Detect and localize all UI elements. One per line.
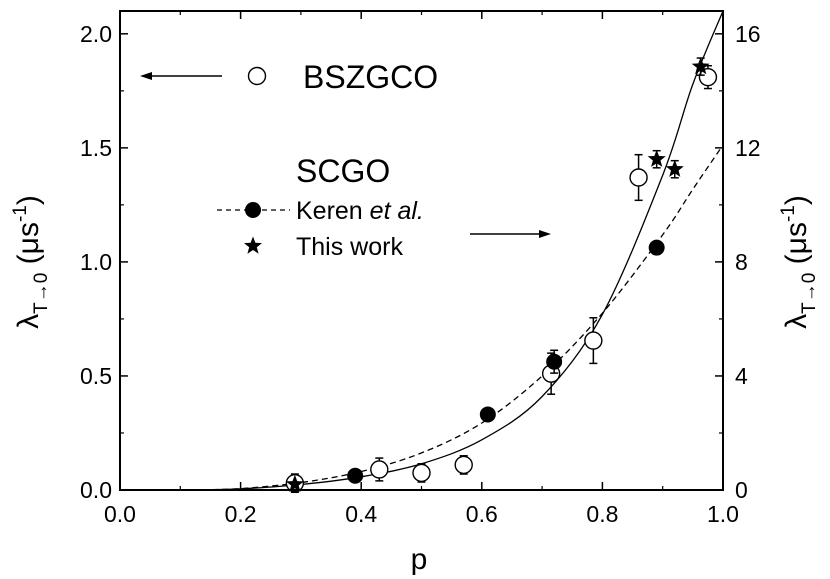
legend-bszgco-label: BSZGCO (303, 59, 438, 95)
legend-keren-label: Keren et al. (296, 197, 424, 225)
legend-scgo-title: SCGO (296, 153, 390, 189)
legend-bszgco-arrow (140, 72, 222, 80)
y-left-tick-label: 1.5 (80, 135, 112, 161)
y-left-tick-label: 0.5 (80, 363, 112, 389)
legend-bszgco-marker (247, 66, 267, 86)
y-right-tick-label: 12 (735, 135, 761, 161)
bszgco-point (698, 67, 718, 87)
y-right-tick-label: 0 (735, 477, 748, 503)
fit-curve-solid (192, 11, 723, 490)
y-right-tick-label: 8 (735, 249, 748, 275)
labels-layer: 0.0 0.2 0.4 0.6 0.8 1.0 0.0 0.5 1.0 1.5 2.0 0 4 8 12 16 (80, 21, 761, 527)
this_work-point (691, 57, 710, 75)
keren-point (546, 353, 563, 370)
points-layer (285, 57, 718, 494)
x-tick-label: 0.6 (466, 501, 498, 527)
y-left-tick-label: 0.0 (80, 477, 112, 503)
legend-scgo-arrow (470, 230, 551, 238)
legend-this-work-label: This work (296, 233, 403, 261)
plot-frame (119, 10, 724, 491)
x-tick-label: 1.0 (707, 501, 739, 527)
y-right-tick-label: 16 (735, 21, 761, 47)
legend: BSZGCO SCGO Keren et al. This work (140, 59, 551, 261)
y-right-tick-label: 4 (735, 363, 748, 389)
x-tick-label: 0.2 (225, 501, 257, 527)
bszgco-point (584, 331, 603, 350)
bszgco-point (370, 460, 389, 479)
fit-curve-dashed (192, 144, 723, 490)
y-axis-label-left: λT→0 (μs-1) (10, 195, 52, 329)
legend-keren-marker (245, 202, 261, 218)
legend-star-shape (244, 236, 262, 254)
keren-point (479, 406, 496, 423)
bszgco-point (629, 168, 648, 187)
keren-point (347, 467, 364, 484)
bszgco-point (454, 455, 473, 475)
x-tick-label: 0.4 (345, 501, 377, 527)
legend-this-work-marker (244, 236, 262, 254)
y-axis-label-right: λT→0 (μs-1) (778, 195, 820, 329)
this_work-point (665, 159, 684, 177)
x-tick-label: 0.8 (586, 501, 618, 527)
bszgco-point (412, 463, 431, 483)
x-axis-label: p (411, 543, 428, 576)
x-tick-label: 0.0 (104, 501, 136, 527)
y-left-tick-label: 1.0 (80, 249, 112, 275)
fits-layer (192, 11, 723, 490)
y-left-tick-label: 2.0 (80, 21, 112, 47)
this_work-point (647, 149, 666, 167)
this_work-point (285, 474, 304, 492)
keren-point (648, 239, 665, 256)
